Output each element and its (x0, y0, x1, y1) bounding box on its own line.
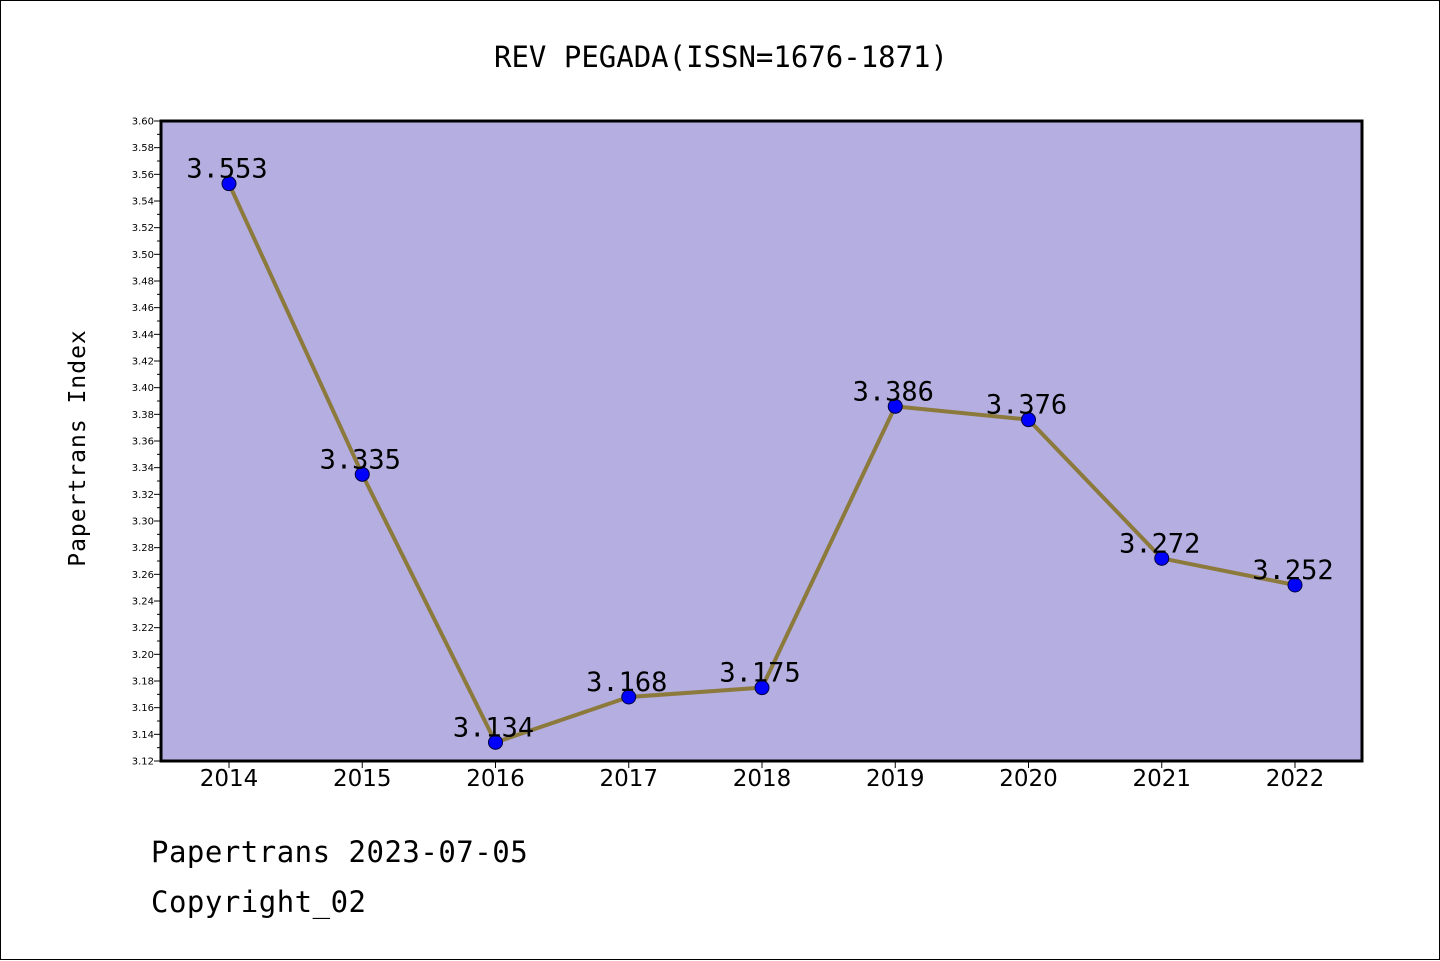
x-tick-label: 2020 (999, 766, 1058, 792)
y-tick-label: 3.44 (132, 330, 154, 341)
data-point (488, 734, 503, 750)
x-tick-label: 2022 (1266, 766, 1325, 792)
y-tick-label: 3.30 (132, 517, 154, 528)
x-tick-label: 2015 (333, 766, 392, 792)
y-tick-label: 3.16 (132, 703, 154, 714)
footer-date: Papertrans 2023-07-05 (151, 835, 529, 869)
data-label: 3.134 (453, 712, 534, 743)
data-point (887, 398, 903, 414)
data-label: 3.553 (186, 154, 267, 185)
data-point (221, 176, 237, 192)
data-label: 3.252 (1252, 555, 1333, 586)
y-tick-label: 3.14 (132, 730, 154, 741)
y-tick-label: 3.28 (132, 543, 154, 554)
chart-title: REV PEGADA(ISSN=1676-1871) (494, 40, 948, 74)
y-tick-label: 3.34 (132, 463, 154, 474)
data-point (1154, 550, 1170, 566)
y-tick-label: 3.58 (132, 143, 154, 154)
x-tick-label: 2016 (466, 766, 525, 792)
y-tick-label: 3.12 (132, 757, 154, 768)
data-label: 3.376 (986, 390, 1067, 421)
y-tick-label: 3.48 (132, 277, 154, 288)
y-tick-label: 3.24 (132, 597, 154, 608)
x-tick-label: 2018 (733, 766, 792, 792)
y-tick-label: 3.26 (132, 570, 154, 581)
footer-copyright: Copyright_02 (151, 885, 367, 919)
y-tick-label: 3.56 (132, 170, 154, 181)
x-tick-label: 2021 (1132, 766, 1191, 792)
x-tick-label: 2019 (866, 766, 925, 792)
data-label: 3.386 (853, 376, 934, 407)
plot-border (159, 119, 1364, 763)
y-tick-label: 3.32 (132, 490, 154, 501)
y-tick-label: 3.36 (132, 437, 154, 448)
plot-area (161, 121, 1362, 761)
y-tick-label: 3.52 (132, 223, 154, 234)
data-point (354, 466, 370, 482)
data-point (1287, 577, 1303, 593)
x-tick-label: 2014 (200, 766, 259, 792)
x-tick-label: 2017 (599, 766, 658, 792)
y-tick-label: 3.38 (132, 410, 154, 421)
data-label: 3.168 (586, 667, 667, 698)
y-tick-label: 3.42 (132, 357, 154, 368)
data-point (621, 689, 637, 705)
y-axis-label: Papertrans Index (65, 329, 91, 567)
data-label: 3.175 (719, 658, 800, 689)
data-point (1021, 412, 1036, 428)
y-tick-label: 3.54 (132, 197, 154, 208)
y-tick-label: 3.22 (132, 623, 154, 634)
data-point (754, 680, 770, 696)
y-tick-label: 3.40 (132, 383, 154, 394)
y-tick-label: 3.50 (132, 250, 154, 261)
y-tick-label: 3.20 (132, 650, 154, 661)
y-tick-label: 3.46 (132, 303, 154, 314)
data-label: 3.272 (1119, 528, 1200, 559)
data-label: 3.335 (320, 444, 401, 475)
y-tick-label: 3.60 (132, 117, 154, 128)
y-tick-label: 3.18 (132, 677, 154, 688)
